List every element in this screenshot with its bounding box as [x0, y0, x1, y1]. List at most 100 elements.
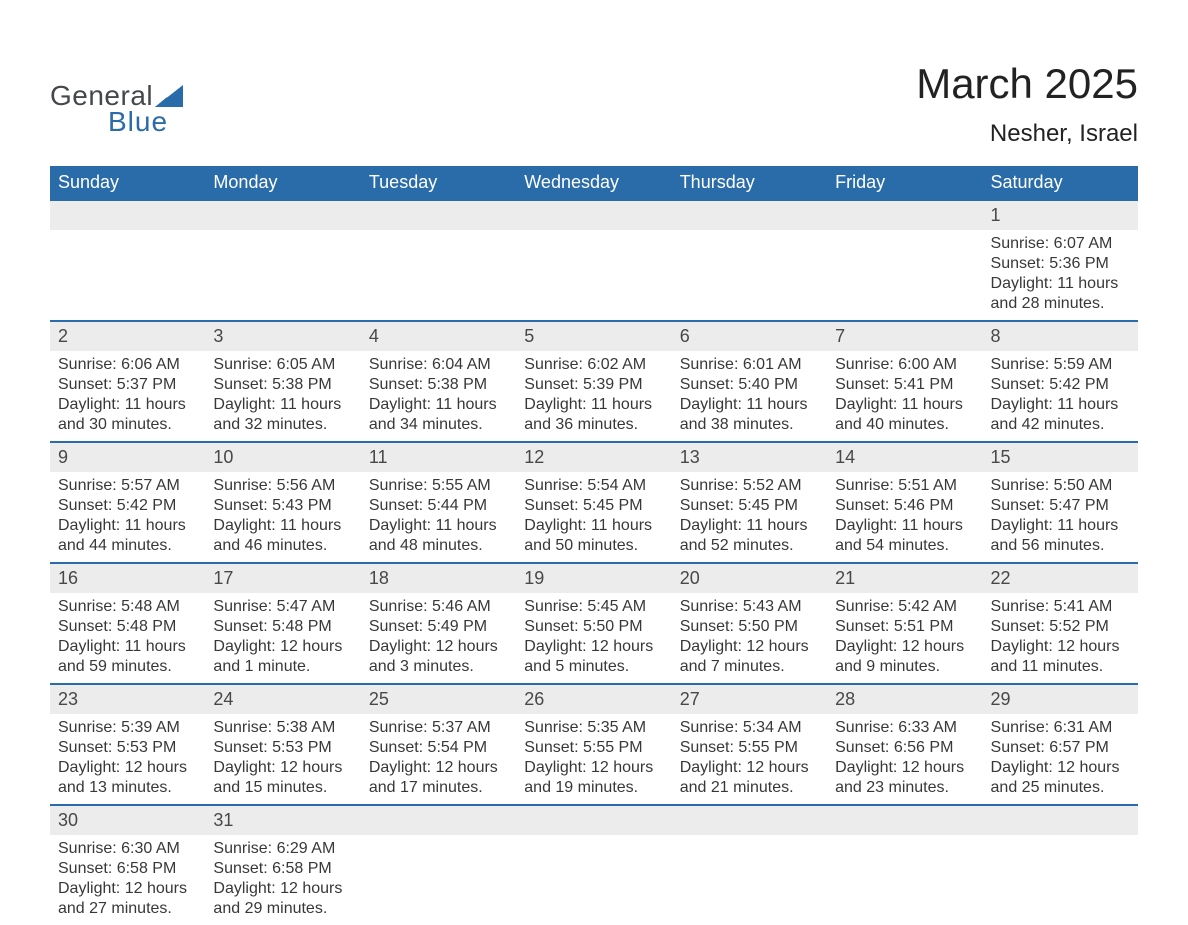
sunset-text: Sunset: 5:45 PM — [524, 496, 663, 516]
day-number: 10 — [205, 443, 360, 472]
day-content: Sunrise: 6:04 AMSunset: 5:38 PMDaylight:… — [361, 351, 516, 441]
daylight1-text: Daylight: 11 hours — [524, 516, 663, 536]
logo: General Blue — [50, 80, 183, 138]
page-title: March 2025 — [916, 60, 1138, 108]
day-content: Sunrise: 5:46 AMSunset: 5:49 PMDaylight:… — [361, 593, 516, 683]
daylight2-text: and 42 minutes. — [991, 415, 1130, 435]
sunset-text: Sunset: 5:42 PM — [58, 496, 197, 516]
day-content: Sunrise: 5:45 AMSunset: 5:50 PMDaylight:… — [516, 593, 671, 683]
sunset-text: Sunset: 5:48 PM — [58, 617, 197, 637]
day-number: 24 — [205, 685, 360, 714]
day-content: Sunrise: 5:43 AMSunset: 5:50 PMDaylight:… — [672, 593, 827, 683]
day-content — [827, 835, 982, 919]
day-header: Saturday — [983, 166, 1138, 200]
day-cell — [205, 230, 360, 321]
daylight1-text: Daylight: 11 hours — [835, 395, 974, 415]
daynum-cell: 11 — [361, 442, 516, 472]
day-cell — [361, 835, 516, 925]
day-number: 19 — [516, 564, 671, 593]
day-cell: Sunrise: 5:55 AMSunset: 5:44 PMDaylight:… — [361, 472, 516, 563]
sunrise-text: Sunrise: 6:05 AM — [213, 355, 352, 375]
sunset-text: Sunset: 5:36 PM — [991, 254, 1130, 274]
daylight1-text: Daylight: 11 hours — [991, 395, 1130, 415]
day-cell: Sunrise: 6:04 AMSunset: 5:38 PMDaylight:… — [361, 351, 516, 442]
sunrise-text: Sunrise: 6:04 AM — [369, 355, 508, 375]
day-number: 17 — [205, 564, 360, 593]
daynum-cell — [361, 805, 516, 835]
sunset-text: Sunset: 5:49 PM — [369, 617, 508, 637]
day-cell: Sunrise: 6:31 AMSunset: 6:57 PMDaylight:… — [983, 714, 1138, 805]
sunset-text: Sunset: 5:55 PM — [524, 738, 663, 758]
daynum-cell: 15 — [983, 442, 1138, 472]
daynum-cell: 22 — [983, 563, 1138, 593]
day-number: 18 — [361, 564, 516, 593]
daylight2-text: and 7 minutes. — [680, 657, 819, 677]
content-row: Sunrise: 5:48 AMSunset: 5:48 PM Daylight:… — [50, 593, 1138, 684]
daylight1-text: Daylight: 12 hours — [524, 758, 663, 778]
logo-text-blue: Blue — [108, 106, 168, 138]
sunset-text: Sunset: 5:55 PM — [680, 738, 819, 758]
day-number: 20 — [672, 564, 827, 593]
sunset-text: Sunset: 6:57 PM — [991, 738, 1130, 758]
daynum-cell: 16 — [50, 563, 205, 593]
sunset-text: Sunset: 5:42 PM — [991, 375, 1130, 395]
calendar-head: SundayMondayTuesdayWednesdayThursdayFrid… — [50, 166, 1138, 200]
day-content: Sunrise: 5:42 AMSunset: 5:51 PMDaylight:… — [827, 593, 982, 683]
daynum-cell: 12 — [516, 442, 671, 472]
day-header: Wednesday — [516, 166, 671, 200]
daylight2-text: and 34 minutes. — [369, 415, 508, 435]
daylight2-text: and 40 minutes. — [835, 415, 974, 435]
day-number: 16 — [50, 564, 205, 593]
daynum-cell: 18 — [361, 563, 516, 593]
day-content: Sunrise: 6:29 AMSunset: 6:58 PMDaylight:… — [205, 835, 360, 925]
day-cell: Sunrise: 5:42 AMSunset: 5:51 PMDaylight:… — [827, 593, 982, 684]
day-number — [361, 201, 516, 230]
daynum-row: 2345678 — [50, 321, 1138, 351]
sunset-text: Sunset: 6:58 PM — [213, 859, 352, 879]
daynum-cell: 1 — [983, 200, 1138, 230]
day-content — [516, 835, 671, 919]
day-number: 31 — [205, 806, 360, 835]
day-cell: Sunrise: 5:59 AMSunset: 5:42 PMDaylight:… — [983, 351, 1138, 442]
daylight2-text: and 48 minutes. — [369, 536, 508, 556]
sunrise-text: Sunrise: 5:46 AM — [369, 597, 508, 617]
daynum-cell: 24 — [205, 684, 360, 714]
daynum-cell: 10 — [205, 442, 360, 472]
sunrise-text: Sunrise: 5:48 AM — [58, 597, 197, 617]
daynum-cell: 26 — [516, 684, 671, 714]
day-content — [672, 230, 827, 314]
sunrise-text: Sunrise: 5:51 AM — [835, 476, 974, 496]
daynum-cell: 9 — [50, 442, 205, 472]
day-content: Sunrise: 5:38 AMSunset: 5:53 PMDaylight:… — [205, 714, 360, 804]
daynum-cell: 7 — [827, 321, 982, 351]
daylight2-text: and 17 minutes. — [369, 778, 508, 798]
sunset-text: Sunset: 5:38 PM — [369, 375, 508, 395]
daylight1-text: Daylight: 11 hours — [213, 516, 352, 536]
daylight2-text: and 29 minutes. — [213, 899, 352, 919]
daynum-cell — [361, 200, 516, 230]
day-content: Sunrise: 5:47 AMSunset: 5:48 PMDaylight:… — [205, 593, 360, 683]
day-content: Sunrise: 6:33 AMSunset: 6:56 PMDaylight:… — [827, 714, 982, 804]
daylight1-text: Daylight: 12 hours — [680, 758, 819, 778]
day-number: 14 — [827, 443, 982, 472]
day-content — [361, 835, 516, 919]
daylight2-text: and 30 minutes. — [58, 415, 197, 435]
daynum-cell: 29 — [983, 684, 1138, 714]
day-cell: Sunrise: 5:43 AMSunset: 5:50 PMDaylight:… — [672, 593, 827, 684]
day-number — [672, 201, 827, 230]
sunrise-text: Sunrise: 5:57 AM — [58, 476, 197, 496]
day-content: Sunrise: 5:51 AMSunset: 5:46 PMDaylight:… — [827, 472, 982, 562]
daylight1-text: Daylight: 12 hours — [58, 758, 197, 778]
day-content: Sunrise: 5:50 AMSunset: 5:47 PMDaylight:… — [983, 472, 1138, 562]
day-cell: Sunrise: 5:50 AMSunset: 5:47 PMDaylight:… — [983, 472, 1138, 563]
daylight1-text: Daylight: 11 hours — [524, 395, 663, 415]
day-content: Sunrise: 5:34 AMSunset: 5:55 PMDaylight:… — [672, 714, 827, 804]
day-header: Sunday — [50, 166, 205, 200]
day-header: Thursday — [672, 166, 827, 200]
day-number — [827, 806, 982, 835]
daylight1-text: Daylight: 12 hours — [991, 637, 1130, 657]
day-content: Sunrise: 5:55 AMSunset: 5:44 PMDaylight:… — [361, 472, 516, 562]
day-cell: Sunrise: 5:56 AMSunset: 5:43 PMDaylight:… — [205, 472, 360, 563]
sunset-text: Sunset: 5:52 PM — [991, 617, 1130, 637]
daylight1-text: Daylight: 12 hours — [369, 637, 508, 657]
